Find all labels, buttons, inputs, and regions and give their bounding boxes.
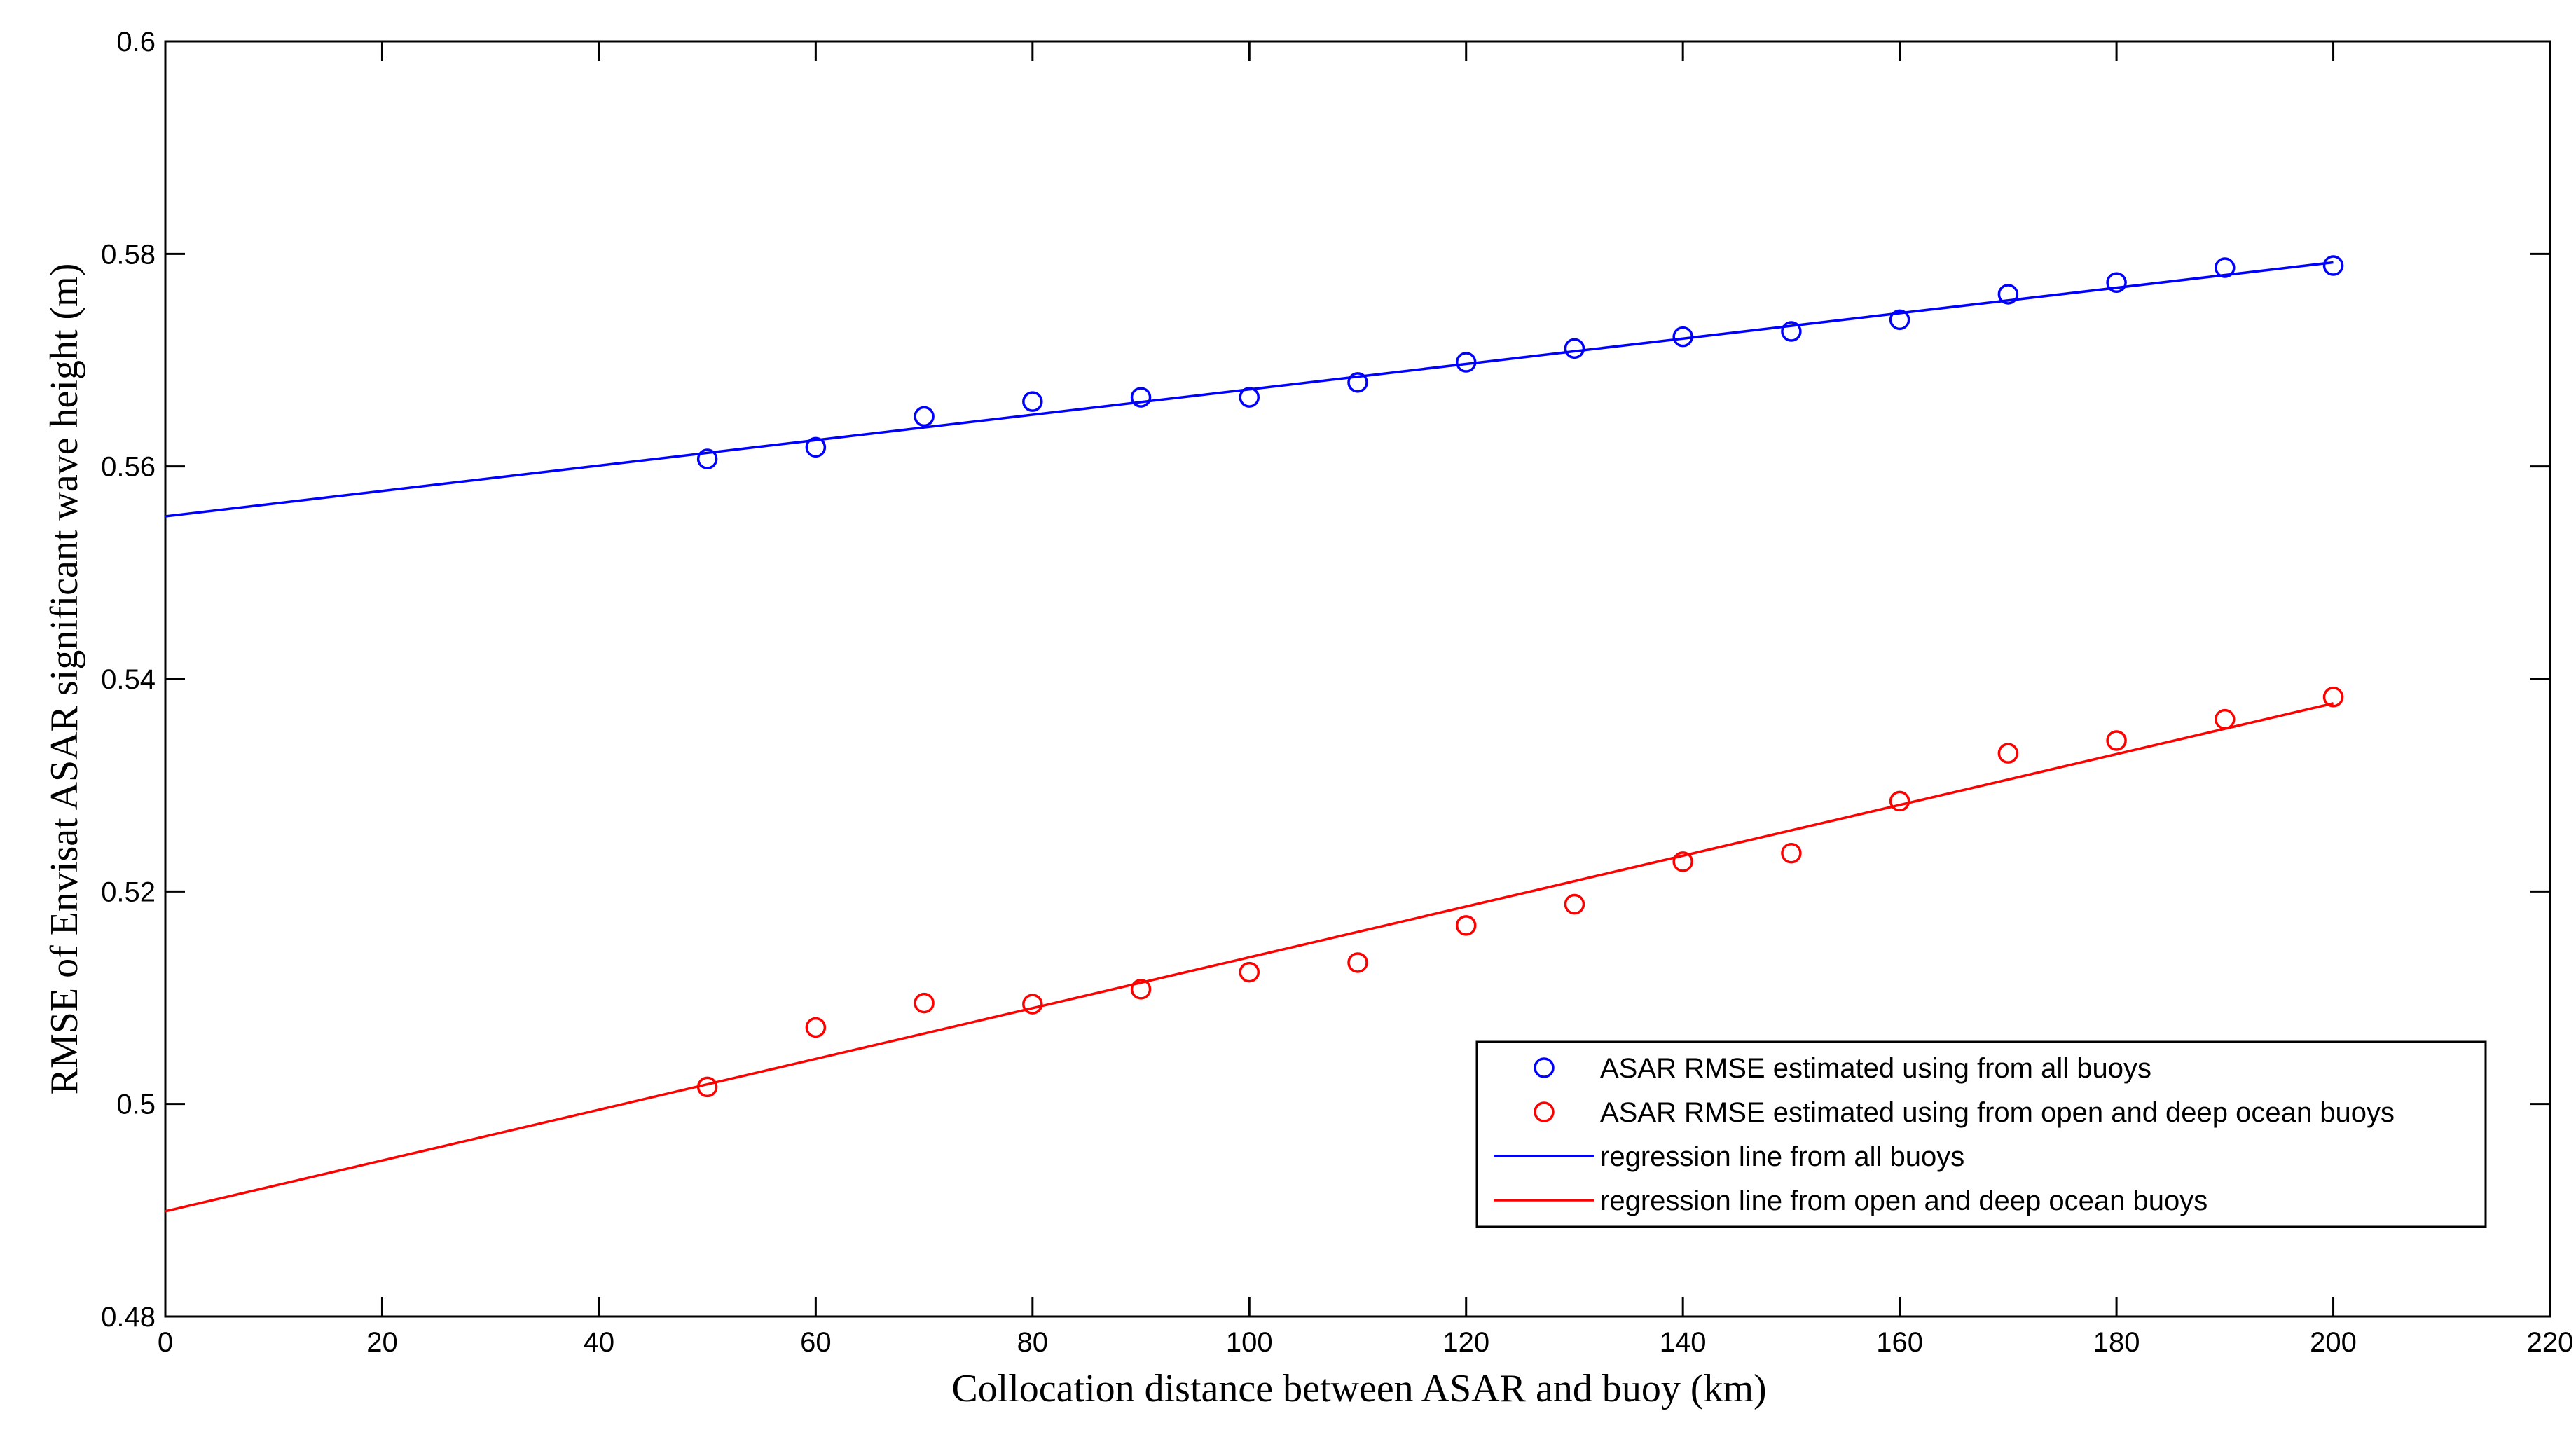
data-point-series-0 (2215, 257, 2236, 278)
data-point-series-0 (1889, 309, 1910, 331)
legend-marker-swatch (1534, 1057, 1555, 1078)
legend-entry-label: regression line from all buoys (1600, 1141, 1964, 1172)
y-tick-label: 0.6 (116, 27, 156, 57)
data-point-series-1 (1564, 893, 1585, 915)
data-point-series-1 (1347, 952, 1368, 973)
data-point-series-1 (2215, 708, 2236, 730)
y-tick-label: 0.54 (101, 664, 156, 695)
y-tick-label: 0.56 (101, 452, 156, 483)
data-point-series-1 (1889, 790, 1910, 812)
x-tick-label: 20 (366, 1327, 398, 1358)
data-point-series-0 (696, 448, 718, 469)
y-tick-label: 0.52 (101, 876, 156, 907)
data-point-series-0 (1347, 372, 1368, 393)
y-axis-label: RMSE of Envisat ASAR significant wave he… (43, 263, 86, 1095)
data-point-series-1 (696, 1076, 718, 1098)
data-point-series-0 (2106, 272, 2127, 294)
data-point-series-1 (914, 992, 935, 1014)
legend: ASAR RMSE estimated using from all buoys… (1475, 1040, 2487, 1228)
data-point-series-0 (914, 406, 935, 427)
data-markers (696, 255, 2344, 1098)
data-point-series-1 (2106, 730, 2127, 751)
regression-line-3 (165, 702, 2334, 1213)
data-point-series-1 (1455, 915, 1477, 936)
y-tick-label: 0.48 (101, 1302, 156, 1333)
legend-entry-label: ASAR RMSE estimated using from open and … (1600, 1097, 2395, 1128)
data-point-series-1 (1022, 994, 1043, 1015)
data-point-series-1 (1130, 979, 1152, 1000)
data-point-series-1 (1997, 743, 2019, 764)
x-tick-label: 200 (2310, 1327, 2357, 1358)
data-point-series-0 (2322, 255, 2344, 276)
data-point-series-0 (1781, 321, 1802, 342)
y-tick-label: 0.5 (116, 1089, 156, 1120)
data-point-series-0 (1239, 387, 1260, 408)
x-tick-label: 100 (1226, 1327, 1273, 1358)
data-point-series-1 (1239, 961, 1260, 983)
data-point-series-0 (1672, 326, 1693, 348)
data-point-series-0 (805, 436, 827, 458)
legend-entry-label: ASAR RMSE estimated using from all buoys (1600, 1053, 2151, 1084)
data-point-series-0 (1022, 391, 1043, 412)
x-tick-label: 40 (584, 1327, 615, 1358)
data-point-series-0 (1997, 284, 2019, 305)
legend-box (1475, 1040, 2487, 1228)
y-tick-labels: 0.48 0.5 0.52 0.54 0.56 0.58 0.6 (101, 27, 156, 1333)
data-point-series-1 (1781, 842, 1802, 864)
x-tick-label: 180 (2093, 1327, 2140, 1358)
axis-ticks (164, 40, 2551, 1318)
data-point-series-1 (805, 1017, 827, 1038)
legend-entry-label: regression line from open and deep ocean… (1600, 1185, 2207, 1216)
x-tick-label: 220 (2527, 1327, 2574, 1358)
data-point-series-0 (1564, 338, 1585, 359)
data-point-series-0 (1455, 352, 1477, 373)
data-point-series-1 (2322, 687, 2344, 708)
x-axis-label: Collocation distance between ASAR and bu… (951, 1367, 1766, 1410)
x-tick-label: 140 (1660, 1327, 1707, 1358)
x-tick-label: 0 (158, 1327, 173, 1358)
data-point-series-1 (1672, 851, 1693, 872)
x-tick-label: 120 (1442, 1327, 1489, 1358)
x-tick-labels: 0 20 40 60 80 100 120 140 160 180 200 220 (158, 1327, 2574, 1358)
x-tick-label: 160 (1876, 1327, 1923, 1358)
x-tick-label: 60 (800, 1327, 832, 1358)
x-tick-label: 80 (1017, 1327, 1049, 1358)
y-tick-label: 0.58 (101, 239, 156, 270)
legend-marker-swatch (1534, 1101, 1555, 1122)
data-point-series-0 (1130, 387, 1152, 408)
